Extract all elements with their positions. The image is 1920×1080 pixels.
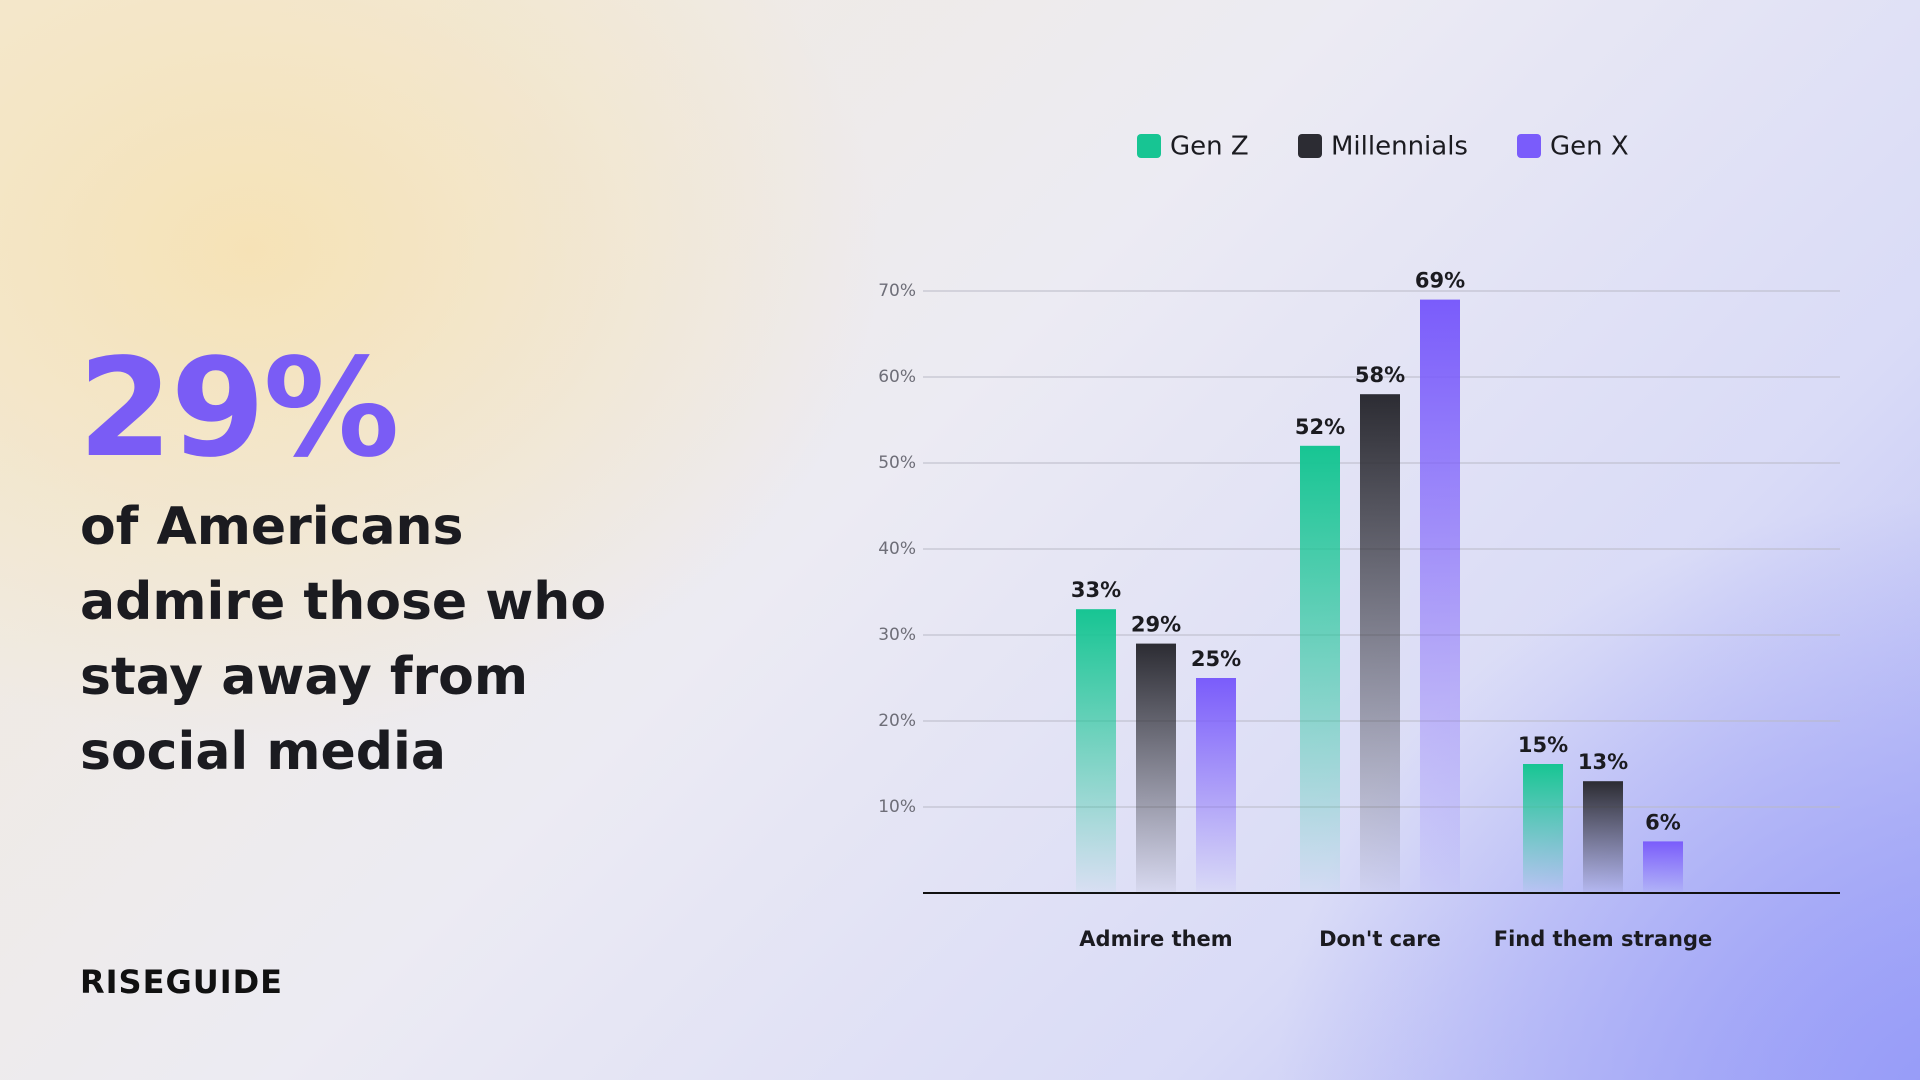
bar: [1643, 841, 1683, 893]
y-tick-label: 10%: [878, 797, 916, 817]
y-tick-label: 20%: [878, 711, 916, 731]
y-tick-label: 40%: [878, 539, 916, 559]
x-tick-label: Admire them: [1079, 927, 1232, 951]
logo: RISEGUIDE: [80, 963, 284, 1001]
value-label: 69%: [1415, 269, 1465, 293]
x-tick-label: Find them strange: [1494, 927, 1713, 951]
bar: [1583, 781, 1623, 893]
value-label: 13%: [1578, 750, 1628, 774]
bar: [1196, 678, 1236, 893]
value-label: 29%: [1131, 613, 1181, 637]
legend-label: Millennials: [1331, 132, 1468, 162]
y-tick-label: 60%: [878, 367, 916, 387]
value-label: 52%: [1295, 415, 1345, 439]
bar: [1076, 609, 1116, 893]
value-label: 6%: [1645, 810, 1681, 834]
y-tick-label: 50%: [878, 453, 916, 473]
bar: [1523, 764, 1563, 893]
bar: [1360, 394, 1400, 893]
bar: [1420, 299, 1460, 894]
legend-swatch: [1517, 134, 1541, 158]
headline-text: of Americans admire those who stay away …: [80, 497, 607, 782]
value-label: 15%: [1518, 733, 1568, 757]
y-tick-label: 70%: [878, 281, 916, 301]
legend-label: Gen Z: [1170, 132, 1249, 162]
legend-label: Gen X: [1550, 132, 1629, 162]
y-tick-label: 30%: [878, 625, 916, 645]
legend-swatch: [1298, 134, 1322, 158]
headline-stat: 29%: [78, 330, 400, 488]
bar: [1136, 643, 1176, 893]
value-label: 25%: [1191, 647, 1241, 671]
value-label: 58%: [1355, 363, 1405, 387]
value-label: 33%: [1071, 578, 1121, 602]
bar: [1300, 445, 1340, 893]
x-tick-label: Don't care: [1319, 927, 1441, 951]
legend-swatch: [1137, 134, 1161, 158]
